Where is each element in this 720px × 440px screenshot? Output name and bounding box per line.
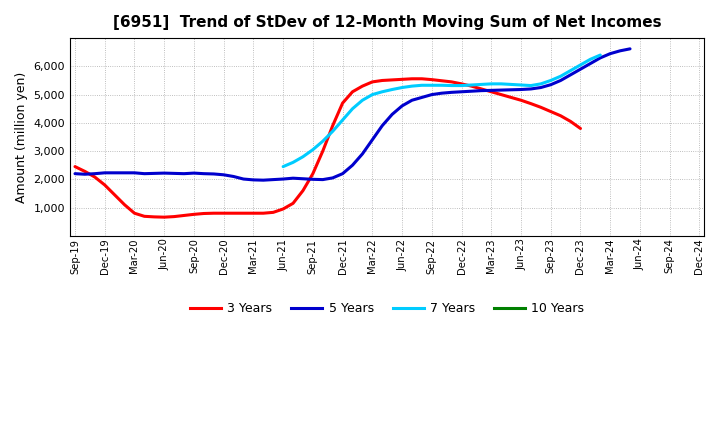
3 Years: [71, 164, 79, 169]
5 Years: [418, 95, 426, 100]
3 Years: [328, 123, 337, 128]
3 Years: [477, 86, 486, 92]
Line: 5 Years: 5 Years: [75, 49, 630, 180]
3 Years: [378, 78, 387, 83]
5 Years: [477, 88, 486, 93]
7 Years: [477, 82, 486, 87]
7 Years: [328, 128, 337, 134]
5 Years: [328, 175, 337, 180]
3 Years: [150, 214, 158, 220]
Title: [6951]  Trend of StDev of 12-Month Moving Sum of Net Incomes: [6951] Trend of StDev of 12-Month Moving…: [113, 15, 662, 30]
7 Years: [418, 83, 426, 88]
Line: 3 Years: 3 Years: [75, 79, 580, 217]
Legend: 3 Years, 5 Years, 7 Years, 10 Years: 3 Years, 5 Years, 7 Years, 10 Years: [185, 297, 590, 320]
5 Years: [467, 88, 476, 94]
7 Years: [378, 89, 387, 95]
Line: 7 Years: 7 Years: [283, 55, 600, 167]
Y-axis label: Amount (million yen): Amount (million yen): [15, 71, 28, 202]
5 Years: [71, 171, 79, 176]
3 Years: [418, 76, 426, 81]
5 Years: [150, 171, 158, 176]
7 Years: [467, 82, 476, 88]
5 Years: [378, 123, 387, 128]
3 Years: [467, 84, 476, 89]
